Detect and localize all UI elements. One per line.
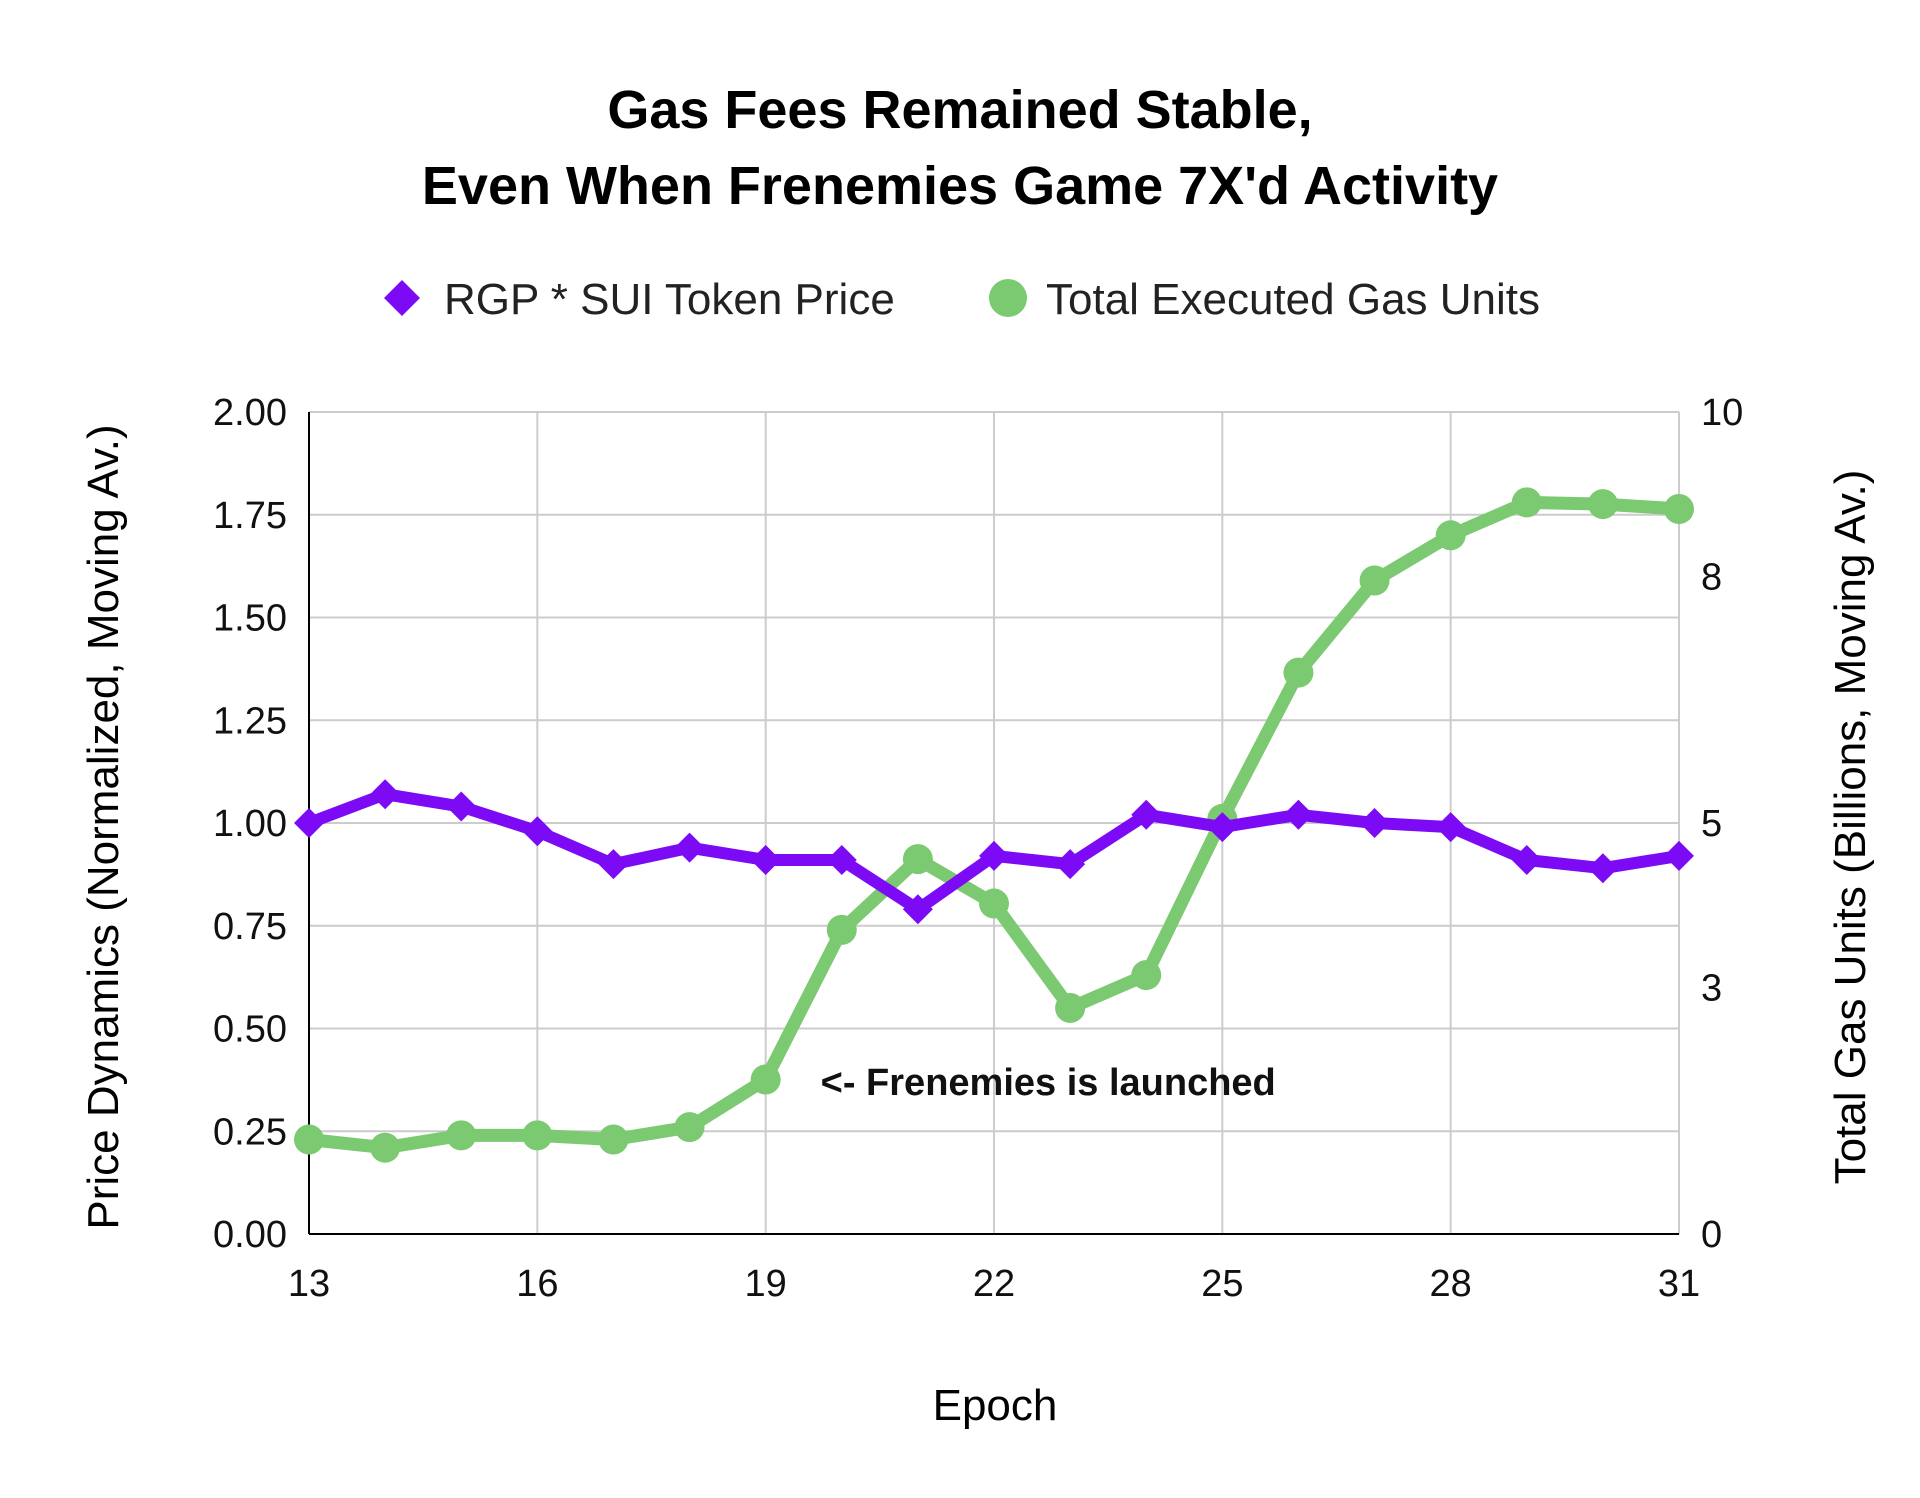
legend-diamond-icon xyxy=(384,280,420,316)
data-point-circle xyxy=(750,1064,781,1095)
data-point-circle xyxy=(979,888,1009,919)
y-left-tick-label: 0.00 xyxy=(213,1214,287,1256)
x-tick-label: 16 xyxy=(516,1263,558,1305)
data-point-diamond xyxy=(1587,853,1618,884)
x-axis-ticks: 13 16 19 22 25 28 31 xyxy=(288,1263,1700,1305)
legend-label-price: RGP * SUI Token Price xyxy=(444,275,895,324)
data-point-diamond xyxy=(446,791,477,822)
data-point-diamond xyxy=(674,832,705,863)
data-point-circle xyxy=(522,1120,553,1151)
y-axis-left-ticks: 0.00 0.25 0.50 0.75 1.00 1.25 1.50 1.75 2.00 xyxy=(213,392,287,1256)
legend-circle-icon xyxy=(989,279,1027,317)
data-point-diamond xyxy=(1207,812,1238,843)
y-left-tick-label: 0.50 xyxy=(213,1009,287,1051)
data-point-diamond xyxy=(1511,844,1542,875)
chart-subtitle: Even When Frenemies Game 7X'd Activity xyxy=(422,156,1498,216)
y-axis-right-ticks: 0 3 5 8 10 xyxy=(1701,392,1743,1256)
data-point-diamond xyxy=(522,816,553,847)
data-point-circle xyxy=(1435,520,1466,551)
data-point-circle xyxy=(370,1132,401,1163)
y-axis-right-title: Total Gas Units (Billions, Moving Av.) xyxy=(1826,470,1875,1185)
data-point-diamond xyxy=(598,849,629,880)
data-point-circle xyxy=(598,1124,629,1155)
y-left-tick-label: 1.00 xyxy=(213,803,287,845)
y-left-tick-label: 0.25 xyxy=(213,1111,287,1153)
data-point-circle xyxy=(1511,487,1542,518)
legend: RGP * SUI Token Price Total Executed Gas… xyxy=(384,275,1540,324)
chart-title: Gas Fees Remained Stable, xyxy=(607,80,1312,140)
data-point-diamond xyxy=(1664,840,1694,871)
x-tick-label: 13 xyxy=(288,1263,330,1305)
y-right-tick-label: 8 xyxy=(1701,556,1722,598)
y-left-tick-label: 1.25 xyxy=(213,700,287,742)
x-tick-label: 22 xyxy=(973,1263,1015,1305)
data-point-circle xyxy=(446,1120,477,1151)
data-point-diamond xyxy=(826,844,857,875)
data-point-diamond xyxy=(294,808,324,838)
series-rgp-sui-token-price xyxy=(294,779,1694,925)
data-point-circle xyxy=(294,1124,324,1155)
legend-label-gas: Total Executed Gas Units xyxy=(1046,275,1540,324)
data-point-diamond xyxy=(1055,849,1086,880)
data-point-diamond xyxy=(750,844,781,875)
data-point-diamond xyxy=(370,779,401,810)
data-point-circle xyxy=(1283,657,1314,688)
x-tick-label: 25 xyxy=(1201,1263,1243,1305)
data-point-circle xyxy=(902,844,933,875)
data-point-circle xyxy=(1664,493,1694,524)
y-axis-left-title: Price Dynamics (Normalized, Moving Av.) xyxy=(79,424,128,1229)
data-point-circle xyxy=(1055,992,1086,1023)
data-point-circle xyxy=(1131,960,1162,991)
y-left-tick-label: 1.50 xyxy=(213,598,287,640)
data-point-diamond xyxy=(1131,799,1162,830)
data-point-circle xyxy=(1359,565,1390,596)
data-point-diamond xyxy=(1435,812,1466,843)
data-point-circle xyxy=(1587,489,1618,520)
y-left-tick-label: 0.75 xyxy=(213,906,287,948)
data-point-circle xyxy=(674,1112,705,1143)
x-tick-label: 28 xyxy=(1430,1263,1472,1305)
y-right-tick-label: 0 xyxy=(1701,1214,1722,1256)
x-tick-label: 19 xyxy=(745,1263,787,1305)
data-point-circle xyxy=(826,914,857,945)
annotation-frenemies-launched: <- Frenemies is launched xyxy=(821,1062,1276,1104)
data-point-diamond xyxy=(979,840,1009,871)
y-right-tick-label: 5 xyxy=(1701,803,1722,845)
data-point-diamond xyxy=(1359,808,1390,838)
y-left-tick-label: 1.75 xyxy=(213,495,287,537)
y-right-tick-label: 3 xyxy=(1701,967,1722,1009)
data-point-diamond xyxy=(902,894,933,925)
y-left-tick-label: 2.00 xyxy=(213,392,287,434)
x-tick-label: 31 xyxy=(1658,1263,1700,1305)
series-total-executed-gas-units xyxy=(294,487,1694,1163)
data-point-diamond xyxy=(1283,799,1314,830)
y-right-tick-label: 10 xyxy=(1701,392,1743,434)
x-axis-title: Epoch xyxy=(933,1381,1058,1430)
